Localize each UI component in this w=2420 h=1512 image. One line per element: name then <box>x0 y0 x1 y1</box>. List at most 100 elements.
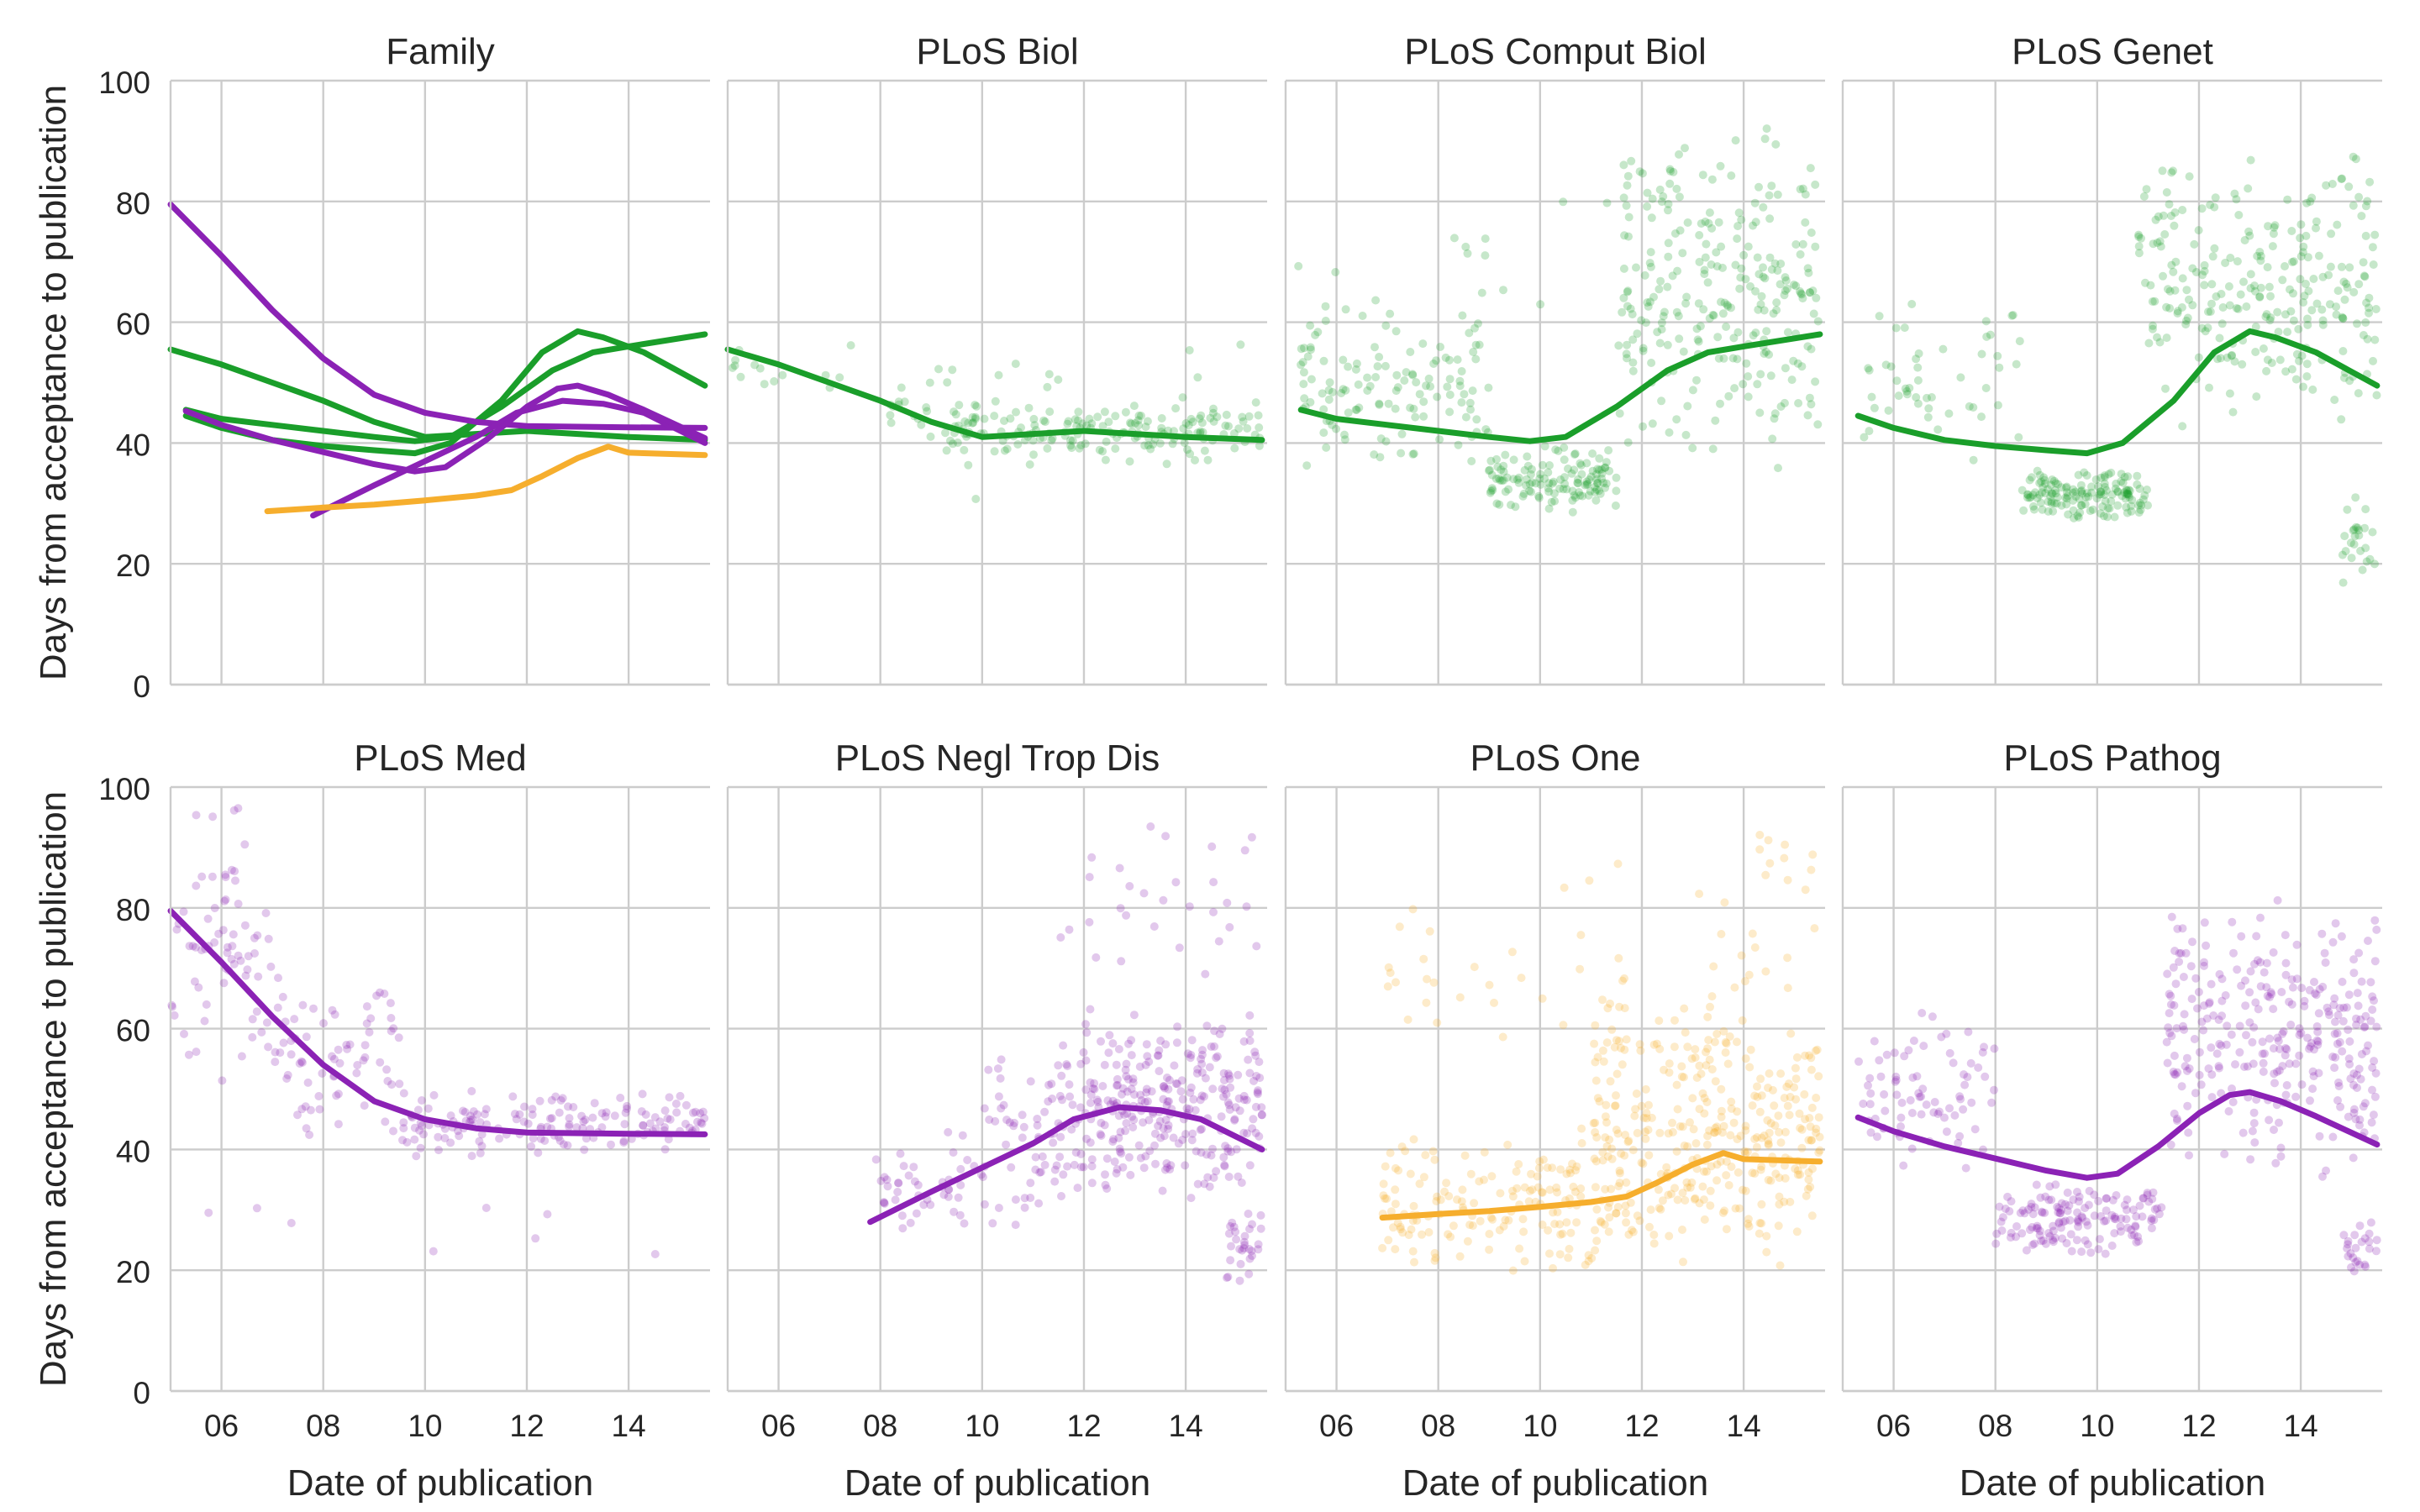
data-point <box>1977 349 1986 359</box>
data-point <box>1765 858 1775 868</box>
data-point <box>1397 429 1407 438</box>
data-point <box>2296 275 2305 284</box>
data-point <box>971 401 980 410</box>
data-point <box>1560 455 1569 465</box>
data-point <box>512 1115 521 1124</box>
data-point <box>1146 822 1155 831</box>
data-point <box>2117 1214 2126 1223</box>
data-point <box>376 988 384 997</box>
data-point <box>2228 917 2237 927</box>
data-point <box>1807 400 1816 409</box>
x-axis-label: Date of publication <box>1960 1462 2265 1504</box>
data-point <box>1607 1184 1616 1194</box>
data-point <box>1559 485 1568 494</box>
data-point <box>1749 221 1757 230</box>
data-point <box>1299 368 1308 377</box>
data-point <box>1630 1111 1639 1121</box>
data-point <box>2134 1236 2144 1246</box>
x-tick-label: 06 <box>761 1409 796 1443</box>
data-point <box>1111 412 1120 421</box>
data-point <box>2086 1248 2096 1257</box>
data-point <box>302 1032 311 1042</box>
data-point <box>1490 998 1498 1007</box>
data-point <box>2353 1257 2362 1266</box>
data-point <box>1617 1043 1625 1053</box>
data-point <box>1653 328 1662 337</box>
data-point <box>1751 328 1760 338</box>
data-point <box>2194 988 2203 996</box>
data-point <box>1049 1138 1058 1147</box>
data-point <box>1501 450 1510 459</box>
data-point <box>1165 1097 1173 1106</box>
data-point <box>590 1099 599 1108</box>
data-point <box>221 895 230 904</box>
data-point <box>1774 464 1782 473</box>
data-point <box>2073 1216 2082 1226</box>
data-point <box>1633 329 1642 339</box>
data-point <box>1079 1047 1088 1057</box>
data-point <box>1781 1127 1790 1137</box>
data-point <box>1164 426 1173 435</box>
data-point <box>2318 316 2328 325</box>
data-point <box>1741 1121 1750 1131</box>
data-point <box>2030 1203 2039 1212</box>
data-point <box>999 1100 1008 1110</box>
data-point <box>261 909 271 917</box>
data-point <box>1162 459 1171 469</box>
data-point <box>1253 1088 1262 1097</box>
data-point <box>2342 279 2351 288</box>
data-point <box>1676 1122 1685 1131</box>
data-point <box>1040 417 1050 427</box>
data-point <box>1240 1241 1249 1250</box>
data-point <box>1979 1145 1987 1154</box>
data-point <box>1687 1178 1697 1187</box>
data-point <box>2322 181 2331 190</box>
data-point <box>1252 1072 1261 1080</box>
data-point <box>2331 1017 2339 1026</box>
data-point <box>2178 274 2187 283</box>
data-point <box>1760 274 1770 283</box>
data-point <box>580 1145 589 1154</box>
data-point <box>318 1068 327 1078</box>
data-point <box>1392 327 1401 336</box>
data-point <box>1695 1105 1704 1114</box>
data-point <box>1549 1263 1557 1273</box>
data-point <box>334 1045 343 1054</box>
data-point <box>997 1055 1006 1064</box>
data-point <box>1230 1115 1239 1124</box>
data-point <box>1598 995 1607 1005</box>
data-point <box>2153 239 2162 247</box>
data-point <box>1750 1135 1760 1143</box>
data-point <box>1426 382 1435 391</box>
data-point <box>934 365 943 374</box>
data-point <box>1219 1068 1228 1078</box>
data-point <box>1048 433 1057 443</box>
data-point <box>2029 505 2039 514</box>
data-point <box>2333 220 2342 229</box>
data-point <box>510 1110 519 1119</box>
data-point <box>1161 1040 1171 1049</box>
data-point <box>1750 943 1760 952</box>
data-point <box>2363 334 2372 344</box>
data-point <box>2035 491 2044 500</box>
data-point <box>1757 1200 1766 1209</box>
data-point <box>2352 1014 2360 1023</box>
data-point <box>2037 1236 2046 1246</box>
data-point <box>419 1130 428 1139</box>
data-point <box>2259 1058 2268 1068</box>
data-point <box>894 397 903 407</box>
data-point <box>1244 1055 1253 1064</box>
data-point <box>1705 1126 1714 1135</box>
data-point <box>547 1095 556 1105</box>
facet-panel-2: PLoS Comput Biol <box>1284 31 1825 686</box>
data-point <box>1143 1097 1152 1106</box>
data-point <box>2317 305 2327 314</box>
data-point <box>1596 489 1605 498</box>
data-point <box>2314 1068 2323 1078</box>
data-point <box>1806 1122 1815 1131</box>
data-point <box>2099 512 2108 521</box>
data-point <box>2360 271 2369 281</box>
data-point <box>1554 446 1563 455</box>
data-point <box>1063 1062 1072 1071</box>
data-point <box>2165 990 2174 999</box>
